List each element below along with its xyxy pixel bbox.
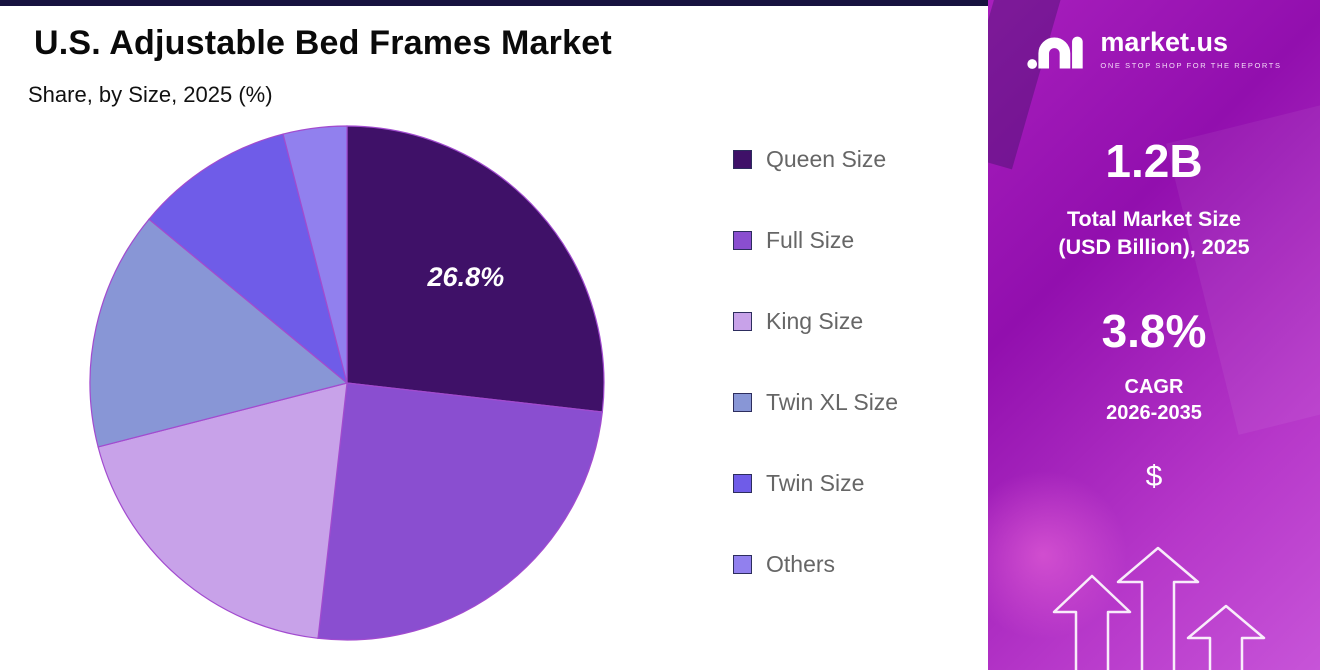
up-arrow-icon	[1052, 574, 1132, 670]
pie-slice-twin-xl-size	[89, 218, 349, 448]
market-size-label: Total Market Size (USD Billion), 2025	[988, 206, 1320, 262]
growth-arrows-icon	[1052, 546, 1266, 670]
legend-label-queen-size: Queen Size	[766, 145, 887, 172]
legend-item-twin-size: Twin Size	[733, 470, 898, 496]
market-size-label-line1: Total Market Size	[1066, 207, 1242, 231]
top-accent-bar	[0, 0, 988, 6]
up-arrow-icon	[1116, 546, 1200, 670]
dollar-symbol: $	[1145, 459, 1163, 493]
cagr-value: 3.8%	[1101, 304, 1207, 357]
pie-slice-queen-size	[346, 125, 605, 413]
cagr-label-line1: CAGR	[1124, 375, 1184, 398]
chart-title: U.S. Adjustable Bed Frames Market	[34, 24, 612, 62]
cagr-label-line2: 2026-2035	[1106, 401, 1202, 424]
cagr-label: CAGR 2026-2035	[988, 374, 1320, 426]
marketus-logo-icon	[1027, 36, 1084, 69]
pie-slice-others	[282, 125, 348, 384]
up-arrow-icon	[1186, 604, 1266, 670]
pie-slice-twin-size	[148, 133, 349, 385]
legend-label-twin-xl-size: Twin XL Size	[766, 388, 899, 415]
brand-name: market.us	[1100, 26, 1228, 57]
legend-swatch-twin-size	[733, 473, 752, 493]
chart-panel: U.S. Adjustable Bed Frames Market Share,…	[0, 0, 988, 641]
legend-label-twin-size: Twin Size	[766, 469, 865, 496]
legend-swatch-queen-size	[733, 149, 752, 169]
pie-slice-king-size	[97, 382, 348, 639]
legend-swatch-twin-xl-size	[733, 392, 752, 412]
legend-swatch-king-size	[733, 311, 752, 331]
pie-chart: 26.8%	[89, 125, 605, 641]
pie-data-label: 26.8%	[426, 261, 504, 292]
legend-item-king-size: King Size	[733, 308, 898, 334]
brand-logo: market.us ONE STOP SHOP FOR THE REPORTS	[988, 26, 1320, 72]
legend-item-full-size: Full Size	[733, 227, 898, 253]
pie-slice-full-size	[317, 382, 603, 641]
brand-sidebar: market.us ONE STOP SHOP FOR THE REPORTS …	[988, 0, 1320, 670]
legend-swatch-full-size	[733, 230, 752, 250]
legend-item-others: Others	[733, 551, 898, 577]
legend-swatch-others	[733, 554, 752, 574]
brand-tagline: ONE STOP SHOP FOR THE REPORTS	[1100, 60, 1282, 70]
legend-item-twin-xl-size: Twin XL Size	[733, 389, 898, 415]
legend-label-others: Others	[766, 550, 836, 577]
chart-subtitle: Share, by Size, 2025 (%)	[28, 82, 273, 107]
market-size-label-line2: (USD Billion), 2025	[1058, 234, 1250, 259]
legend-item-queen-size: Queen Size	[733, 146, 898, 172]
market-size-value: 1.2B	[1105, 135, 1203, 187]
legend-label-full-size: Full Size	[766, 226, 855, 253]
sidebar-stats: 1.2B Total Market Size (USD Billion), 20…	[988, 138, 1320, 494]
chart-legend: Queen Size Full Size King Size Twin XL Size…	[733, 146, 898, 632]
legend-label-king-size: King Size	[766, 307, 864, 334]
